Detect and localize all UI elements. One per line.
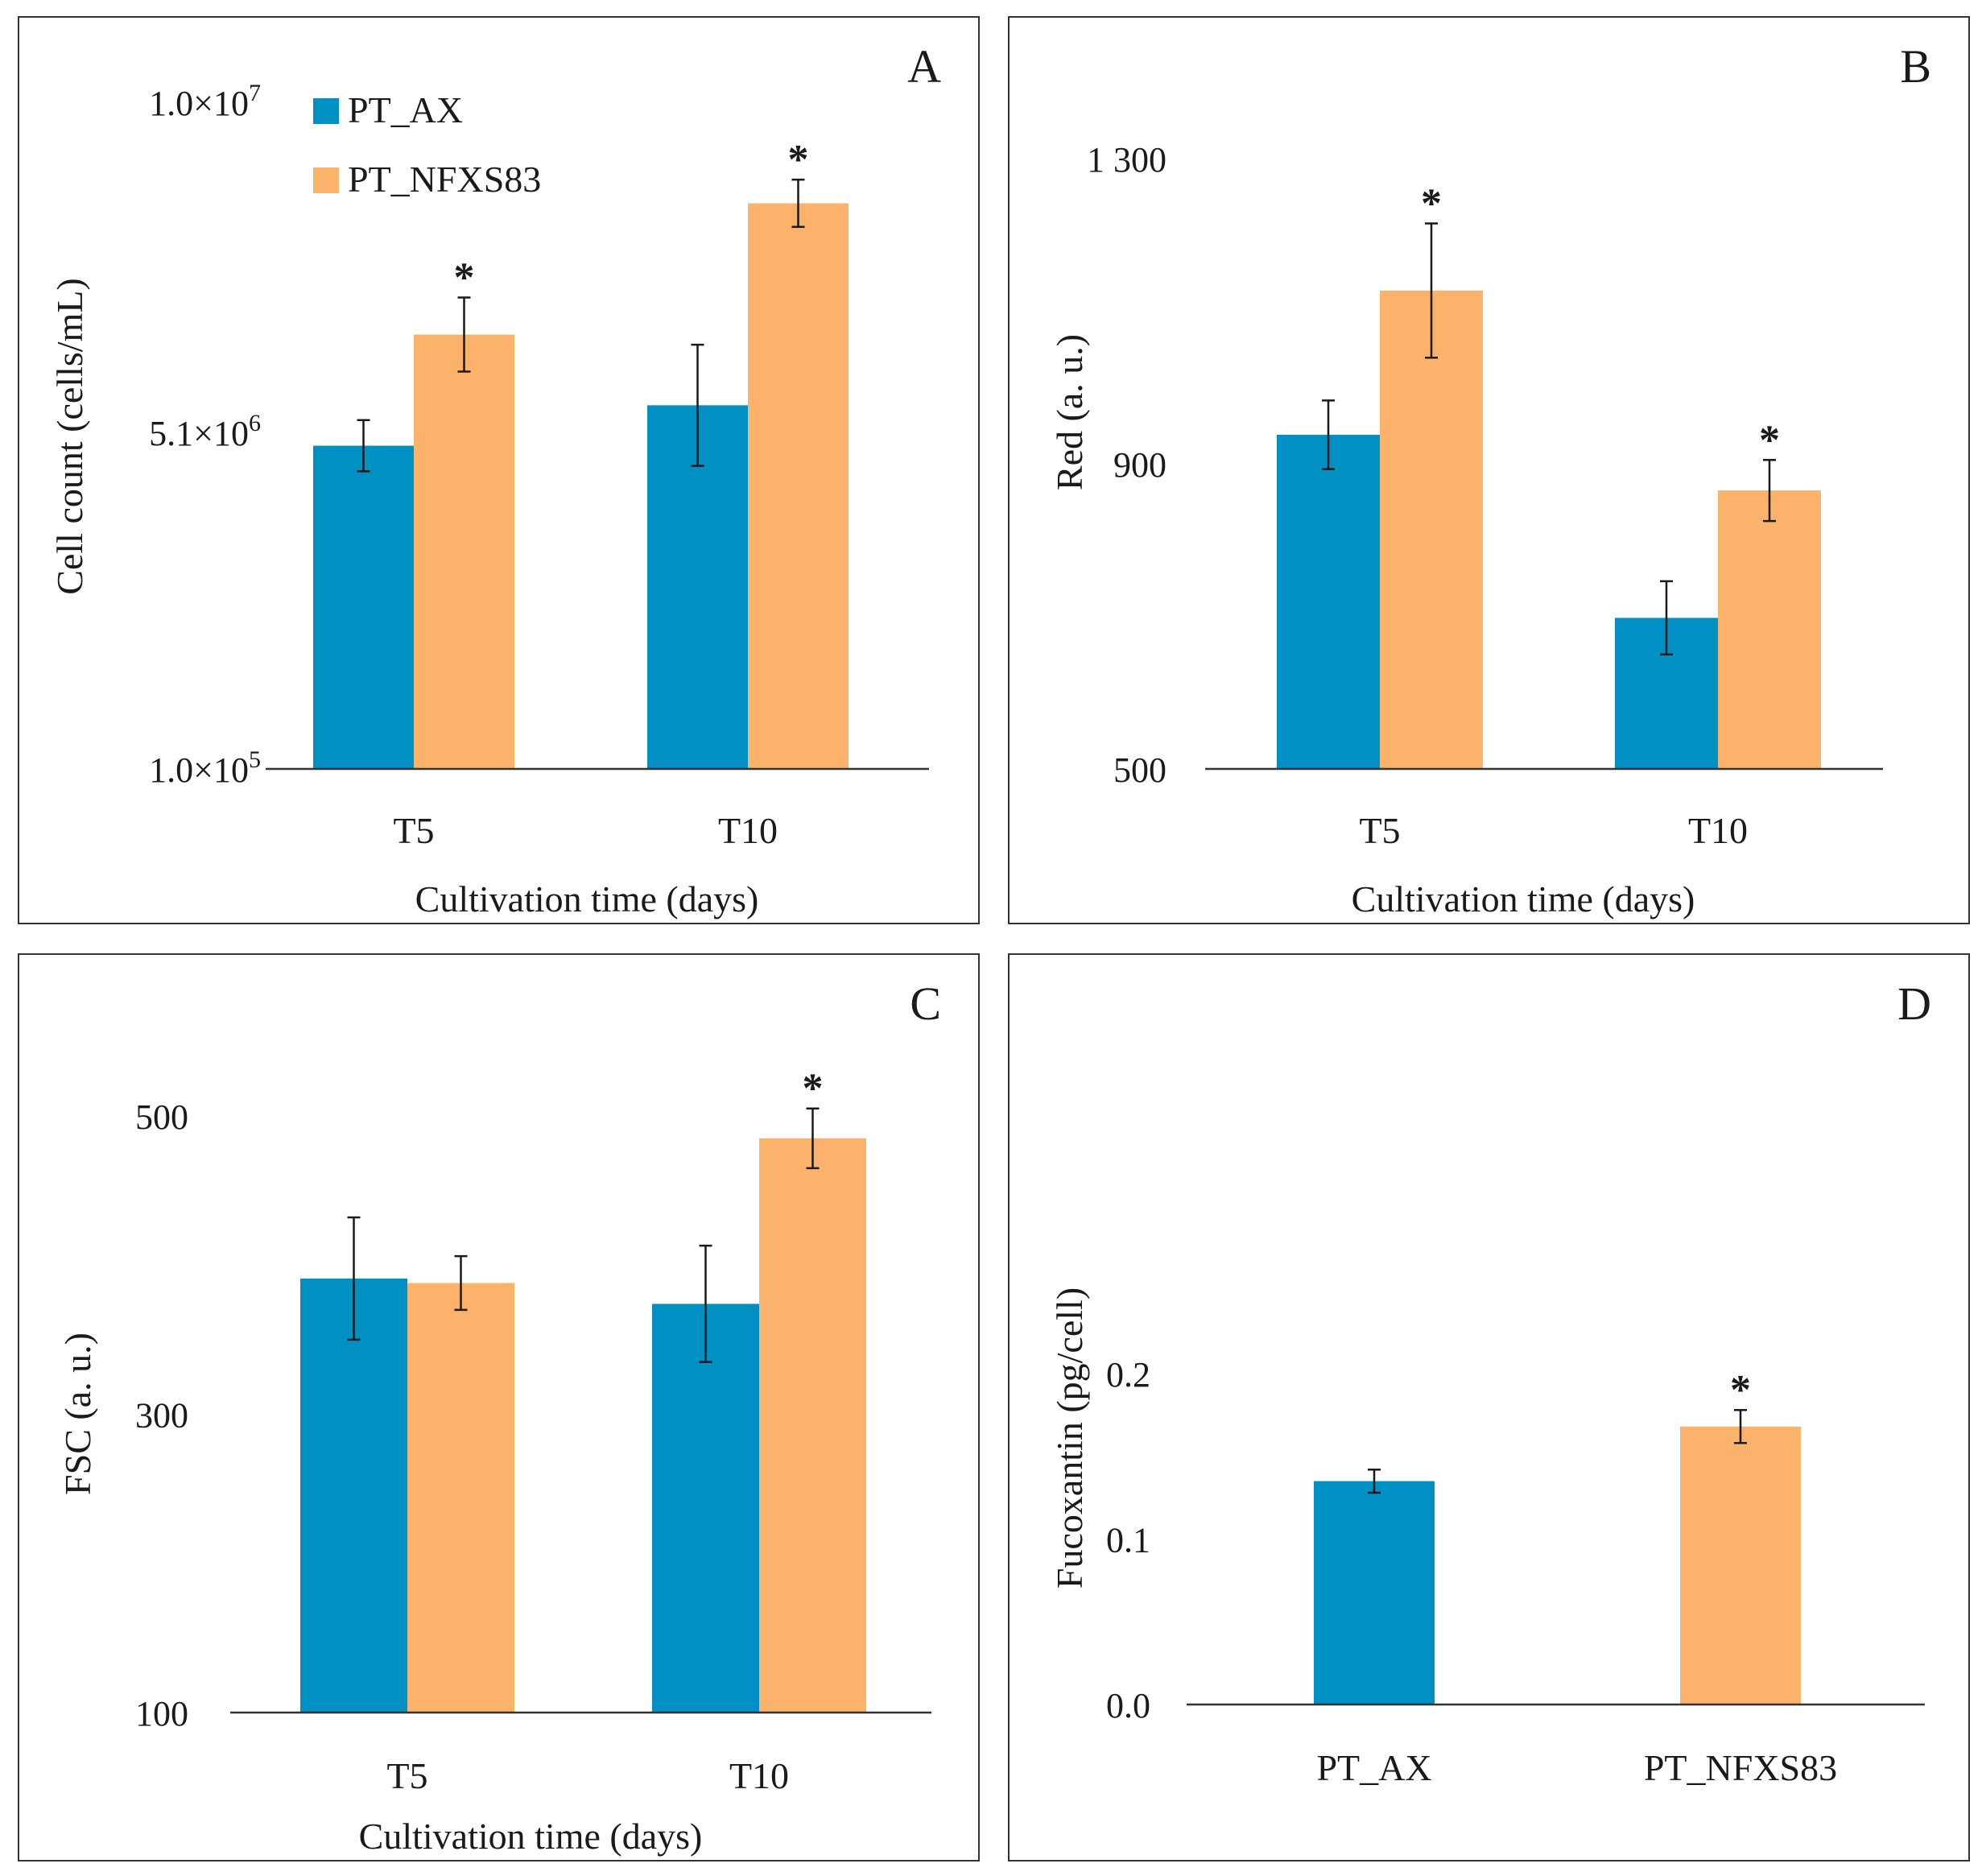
error-bar-c-1-0 xyxy=(454,1254,468,1312)
legend-label-pt-ax: PT_AX xyxy=(348,89,463,130)
significance-star-c-1-1: * xyxy=(803,1066,824,1112)
panel-d: D PT_AX * PT_NFXS83 0.0 0.1 0.2 Fucoxantin (pg/… xyxy=(1008,953,1970,1862)
error-bar-c-0-1 xyxy=(699,1244,712,1363)
y-tick-label-a-2: 1.0×107 xyxy=(149,80,261,123)
bar-b-pt-ax-t5 xyxy=(1277,434,1380,769)
bar-b-pt-nfxs83-t5 xyxy=(1380,290,1483,770)
category-label-a-0: T5 xyxy=(393,810,434,851)
panel-b: B * T5 * T10 500 900 1 300 Red (a. u.) Cultivatio… xyxy=(1008,16,1970,924)
significance-star-a-1-1: * xyxy=(788,137,809,183)
bar-a-pt-ax-t5 xyxy=(313,445,414,769)
category-label-b-0: T5 xyxy=(1359,810,1400,851)
y-axis-label-c: FSC (a. u.) xyxy=(57,1333,98,1495)
error-bar-b-0-0 xyxy=(1322,399,1335,470)
y-tick-label-c-1: 300 xyxy=(135,1396,188,1436)
y-axis-label-a: Cell count (cells/mL) xyxy=(49,278,90,594)
y-tick-label-d-1: 0.1 xyxy=(1106,1521,1150,1560)
category-label-a-1: T10 xyxy=(718,810,778,851)
x-axis-label-a: Cultivation time (days) xyxy=(415,878,759,919)
error-bar-c-1-1 xyxy=(806,1107,820,1170)
legend-label-pt-nfxs83: PT_NFXS83 xyxy=(348,159,541,200)
y-axis-label-d: Fucoxantin (pg/cell) xyxy=(1049,1287,1090,1589)
chart-d: D PT_AX * PT_NFXS83 0.0 0.1 0.2 Fucoxantin (pg/… xyxy=(1049,977,1931,1788)
bar-b-pt-nfxs83-t10 xyxy=(1718,490,1821,769)
y-tick-label-a-0: 1.0×105 xyxy=(149,746,261,790)
bar-c-pt-nfxs83-t10 xyxy=(759,1138,866,1713)
significance-star-b-1-0: * xyxy=(1421,181,1442,227)
error-bar-a-0-0 xyxy=(357,419,370,473)
panel-letter-c: C xyxy=(910,977,941,1030)
category-label-d-1: PT_NFXS83 xyxy=(1644,1747,1837,1788)
chart-c: C T5 * T10 100 300 500 FSC (a. u.) Cultivation t… xyxy=(57,977,941,1857)
bar-c-pt-ax-t10 xyxy=(652,1304,759,1713)
x-axis-label-b: Cultivation time (days) xyxy=(1352,878,1695,919)
y-tick-label-d-0: 0.0 xyxy=(1106,1686,1150,1725)
panel-a: A * T5 * T10 1.0×105 5.1×106 1.0×107 Cell count … xyxy=(18,16,980,924)
bar-d-fucoxantin-pt-nfxs83 xyxy=(1680,1426,1801,1705)
error-bar-b-0-1 xyxy=(1660,580,1673,656)
error-bar-a-0-1 xyxy=(691,343,704,467)
error-bar-b-1-0 xyxy=(1425,222,1438,359)
significance-star-b-1-1: * xyxy=(1759,417,1780,463)
error-bar-c-0-0 xyxy=(347,1216,361,1341)
bar-c-pt-nfxs83-t5 xyxy=(407,1283,514,1713)
y-tick-label-c-2: 500 xyxy=(135,1097,188,1137)
chart-b: B * T5 * T10 500 900 1 300 Red (a. u.) Cultivatio… xyxy=(1049,40,1931,919)
chart-a: A * T5 * T10 1.0×105 5.1×106 1.0×107 Cell count … xyxy=(49,40,941,919)
legend-swatch-pt-nfxs83 xyxy=(313,167,339,193)
y-tick-label-b-0: 500 xyxy=(1113,750,1166,790)
bar-a-pt-nfxs83-t5 xyxy=(414,334,514,770)
y-tick-label-c-0: 100 xyxy=(135,1694,188,1733)
panel-c: C T5 * T10 100 300 500 FSC (a. u.) Cultivation t… xyxy=(18,953,980,1862)
category-label-d-0: PT_AX xyxy=(1316,1747,1431,1788)
error-bar-a-1-0 xyxy=(457,296,471,373)
bar-a-pt-nfxs83-t10 xyxy=(748,203,849,770)
y-tick-label-b-1: 900 xyxy=(1113,445,1166,485)
error-bar-a-1-1 xyxy=(791,178,805,228)
y-tick-label-a-1: 5.1×106 xyxy=(149,410,261,453)
error-bar-d-0-1 xyxy=(1734,1408,1747,1444)
error-bar-b-1-1 xyxy=(1763,459,1776,523)
panel-letter-b: B xyxy=(1900,40,1931,93)
category-label-b-1: T10 xyxy=(1688,810,1748,851)
error-bar-d-0-0 xyxy=(1368,1468,1381,1494)
significance-star-a-1-0: * xyxy=(454,255,475,301)
y-tick-label-d-2: 0.2 xyxy=(1106,1355,1150,1395)
x-axis-label-c: Cultivation time (days) xyxy=(359,1816,703,1857)
panel-letter-d: D xyxy=(1897,977,1931,1030)
legend-swatch-pt-ax xyxy=(313,98,339,124)
y-tick-label-b-2: 1 300 xyxy=(1087,140,1166,180)
y-axis-label-b: Red (a. u.) xyxy=(1049,334,1090,490)
category-label-c-1: T10 xyxy=(729,1755,789,1796)
bar-d-fucoxantin-pt-ax xyxy=(1314,1481,1435,1705)
category-label-c-0: T5 xyxy=(386,1755,427,1796)
bar-c-pt-ax-t5 xyxy=(300,1278,407,1713)
significance-star-d-0-1: * xyxy=(1730,1367,1751,1413)
panel-letter-a: A xyxy=(907,40,941,93)
